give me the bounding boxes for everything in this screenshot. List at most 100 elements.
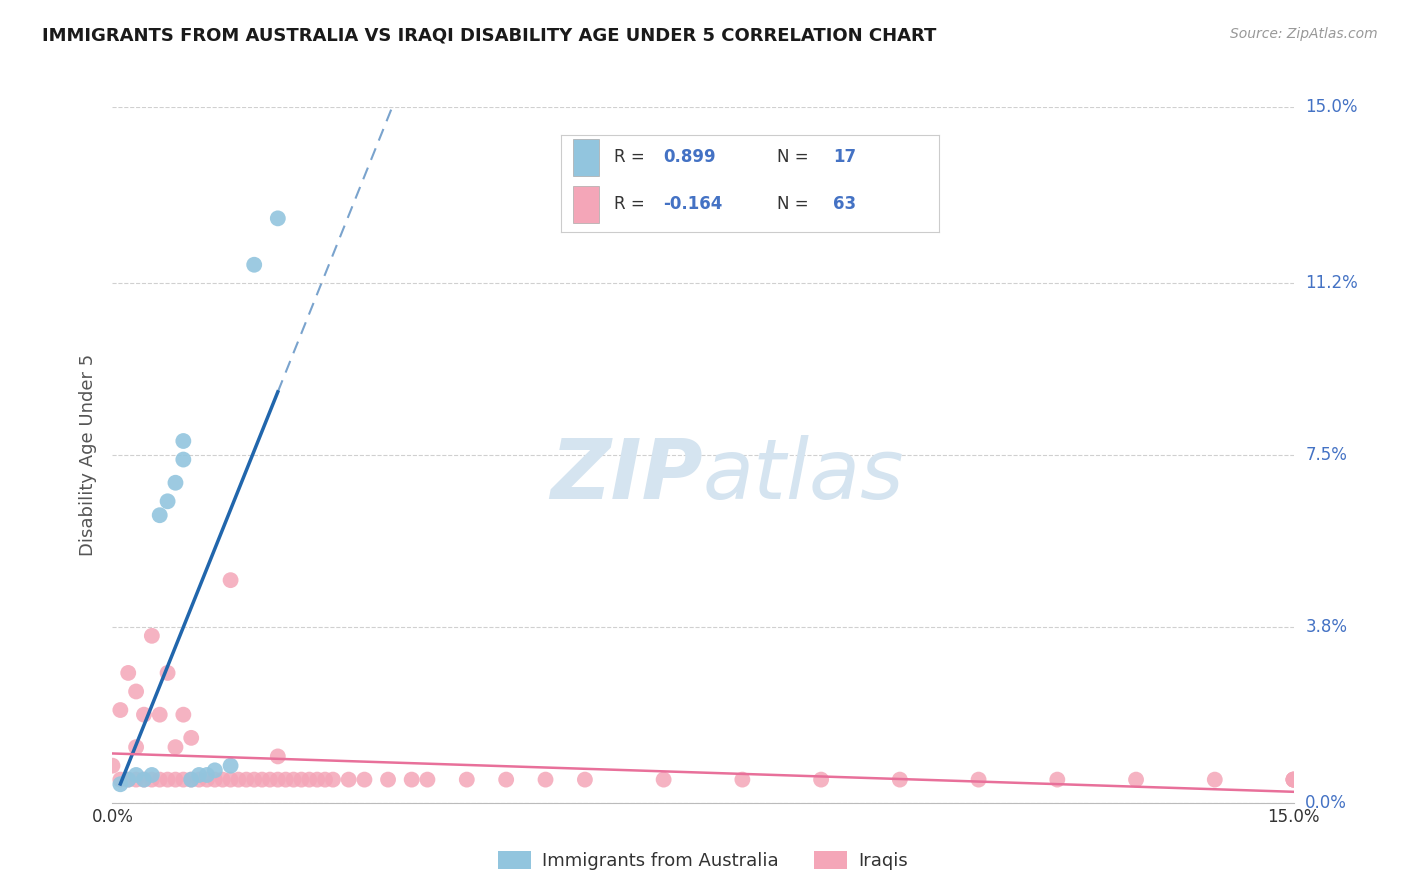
Point [495,772,517,787]
Text: 15.0%: 15.0% [1305,98,1358,116]
Point [1046,772,1069,787]
Point [416,772,439,787]
Point [314,772,336,787]
Point [172,452,194,467]
Point [298,772,321,787]
Point [149,772,172,787]
Point [195,772,218,787]
Point [204,772,226,787]
Text: Source: ZipAtlas.com: Source: ZipAtlas.com [1230,27,1378,41]
Text: atlas: atlas [703,435,904,516]
Point [110,703,132,717]
Point [731,772,754,787]
Point [250,772,273,787]
Point [1282,772,1305,787]
Point [125,684,148,698]
Point [110,772,132,787]
Point [235,772,257,787]
Text: N =: N = [776,195,808,213]
Point [141,768,163,782]
Text: 0.899: 0.899 [664,148,716,166]
Text: N =: N = [776,148,808,166]
Point [132,772,155,787]
Point [456,772,478,787]
Text: R =: R = [614,195,645,213]
Text: R =: R = [614,148,645,166]
Point [125,772,148,787]
Point [1204,772,1226,787]
Point [141,772,163,787]
Text: -0.164: -0.164 [664,195,723,213]
Point [110,777,132,791]
Point [117,772,139,787]
Point [156,494,179,508]
Point [165,772,187,787]
Point [967,772,990,787]
Point [117,665,139,680]
Text: 11.2%: 11.2% [1305,275,1358,293]
Point [267,211,290,226]
Point [243,258,266,272]
Y-axis label: Disability Age Under 5: Disability Age Under 5 [79,354,97,556]
Point [1282,772,1305,787]
FancyBboxPatch shape [572,139,599,176]
Point [165,475,187,490]
Point [132,707,155,722]
Point [652,772,675,787]
Point [290,772,312,787]
Legend: Immigrants from Australia, Iraqis: Immigrants from Australia, Iraqis [491,844,915,877]
Point [117,772,139,787]
Text: 63: 63 [834,195,856,213]
Text: 0.0%: 0.0% [1305,794,1347,812]
Point [353,772,375,787]
Text: 7.5%: 7.5% [1305,446,1347,464]
Point [156,772,179,787]
Point [267,749,290,764]
Point [125,768,148,782]
Point [259,772,281,787]
Point [1282,772,1305,787]
Point [401,772,423,787]
Point [534,772,557,787]
Point [1282,772,1305,787]
Point [337,772,360,787]
Point [211,772,233,787]
Text: IMMIGRANTS FROM AUSTRALIA VS IRAQI DISABILITY AGE UNDER 5 CORRELATION CHART: IMMIGRANTS FROM AUSTRALIA VS IRAQI DISAB… [42,27,936,45]
Point [810,772,832,787]
Point [219,573,242,587]
Point [574,772,596,787]
Point [188,772,211,787]
Point [188,768,211,782]
Text: ZIP: ZIP [550,435,703,516]
Text: 3.8%: 3.8% [1305,617,1347,635]
Point [172,434,194,448]
Point [219,772,242,787]
Point [195,768,218,782]
Point [156,665,179,680]
Point [219,758,242,772]
Point [180,731,202,745]
Point [132,772,155,787]
FancyBboxPatch shape [572,186,599,222]
Point [1125,772,1147,787]
Point [322,772,344,787]
Point [172,772,194,787]
Point [283,772,305,787]
Point [228,772,250,787]
Point [141,629,163,643]
Point [377,772,399,787]
Point [172,707,194,722]
Point [165,740,187,755]
Point [125,740,148,755]
Point [274,772,297,787]
Point [149,508,172,523]
Point [149,707,172,722]
Point [243,772,266,787]
Text: 17: 17 [834,148,856,166]
Point [267,772,290,787]
Point [889,772,911,787]
Point [307,772,329,787]
Point [180,772,202,787]
Point [204,764,226,778]
Point [180,772,202,787]
